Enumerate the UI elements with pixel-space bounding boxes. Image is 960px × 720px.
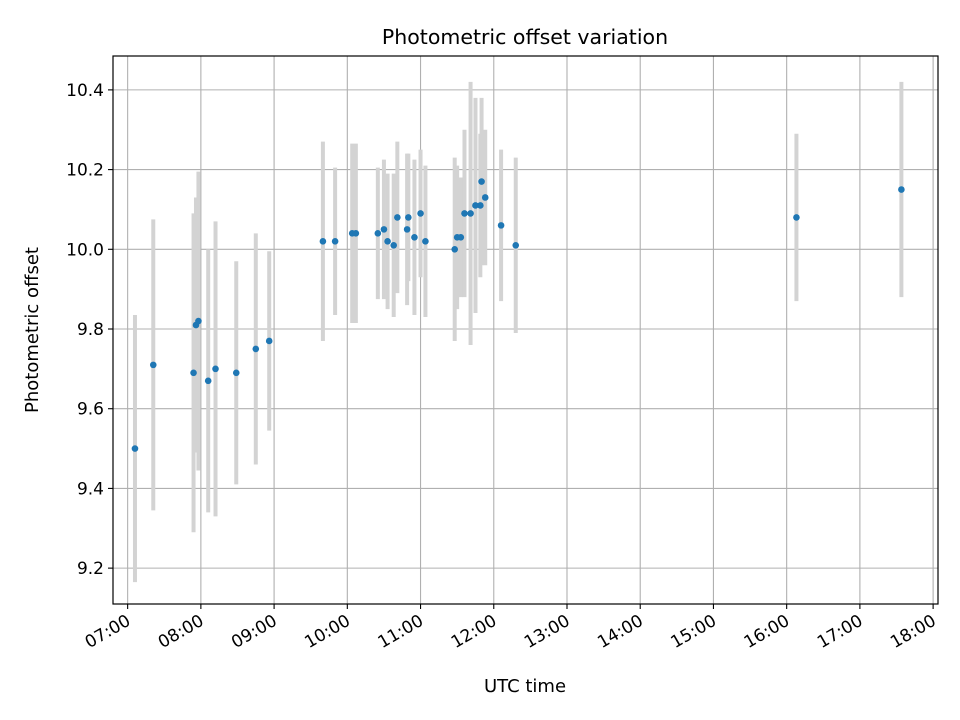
data-point	[232, 369, 240, 377]
data-point	[403, 226, 411, 233]
data-point	[417, 210, 424, 217]
data-point	[204, 377, 212, 385]
y-tick-label: 10.0	[66, 240, 104, 260]
data-point	[405, 214, 412, 221]
grid-lines	[113, 56, 938, 604]
data-point	[411, 234, 418, 241]
data-point	[319, 238, 327, 245]
data-point	[451, 245, 459, 253]
y-axis-label: Photometric offset	[22, 247, 43, 413]
data-point	[384, 238, 391, 245]
data-point	[190, 369, 197, 377]
data-point	[422, 238, 429, 245]
data-point	[898, 186, 905, 193]
data-point	[467, 210, 474, 217]
y-tick-label: 9.6	[77, 400, 104, 420]
data-point	[472, 202, 479, 209]
data-point	[252, 345, 260, 353]
data-point	[195, 317, 202, 325]
y-axis-ticks: 9.2 9.4 9.6 9.8 10.0 10.2 10.4	[66, 81, 113, 579]
data-point	[265, 337, 273, 345]
y-tick-label: 9.2	[77, 559, 104, 579]
data-point	[390, 242, 397, 249]
data-point	[512, 242, 520, 249]
data-point	[149, 361, 157, 369]
y-tick-label: 10.4	[66, 81, 104, 101]
data-point	[380, 226, 388, 233]
data-point	[793, 214, 800, 221]
y-tick-label: 9.4	[77, 479, 104, 499]
data-point	[481, 194, 489, 201]
data-point	[497, 222, 505, 229]
data-point	[394, 214, 401, 221]
data-point	[131, 445, 139, 452]
data-point	[212, 365, 219, 373]
x-axis-label: UTC time	[484, 676, 566, 697]
data-point	[457, 234, 465, 241]
y-tick-label: 10.2	[66, 161, 104, 181]
data-point	[352, 230, 360, 237]
axes-frame	[112, 55, 939, 605]
data-point	[478, 178, 485, 185]
data-points	[131, 178, 905, 452]
data-point	[477, 202, 484, 209]
data-point	[374, 230, 382, 237]
chart-title: Photometric offset variation	[382, 25, 668, 49]
data-point	[461, 210, 468, 217]
data-point	[331, 238, 339, 245]
y-tick-label: 9.8	[77, 320, 104, 340]
